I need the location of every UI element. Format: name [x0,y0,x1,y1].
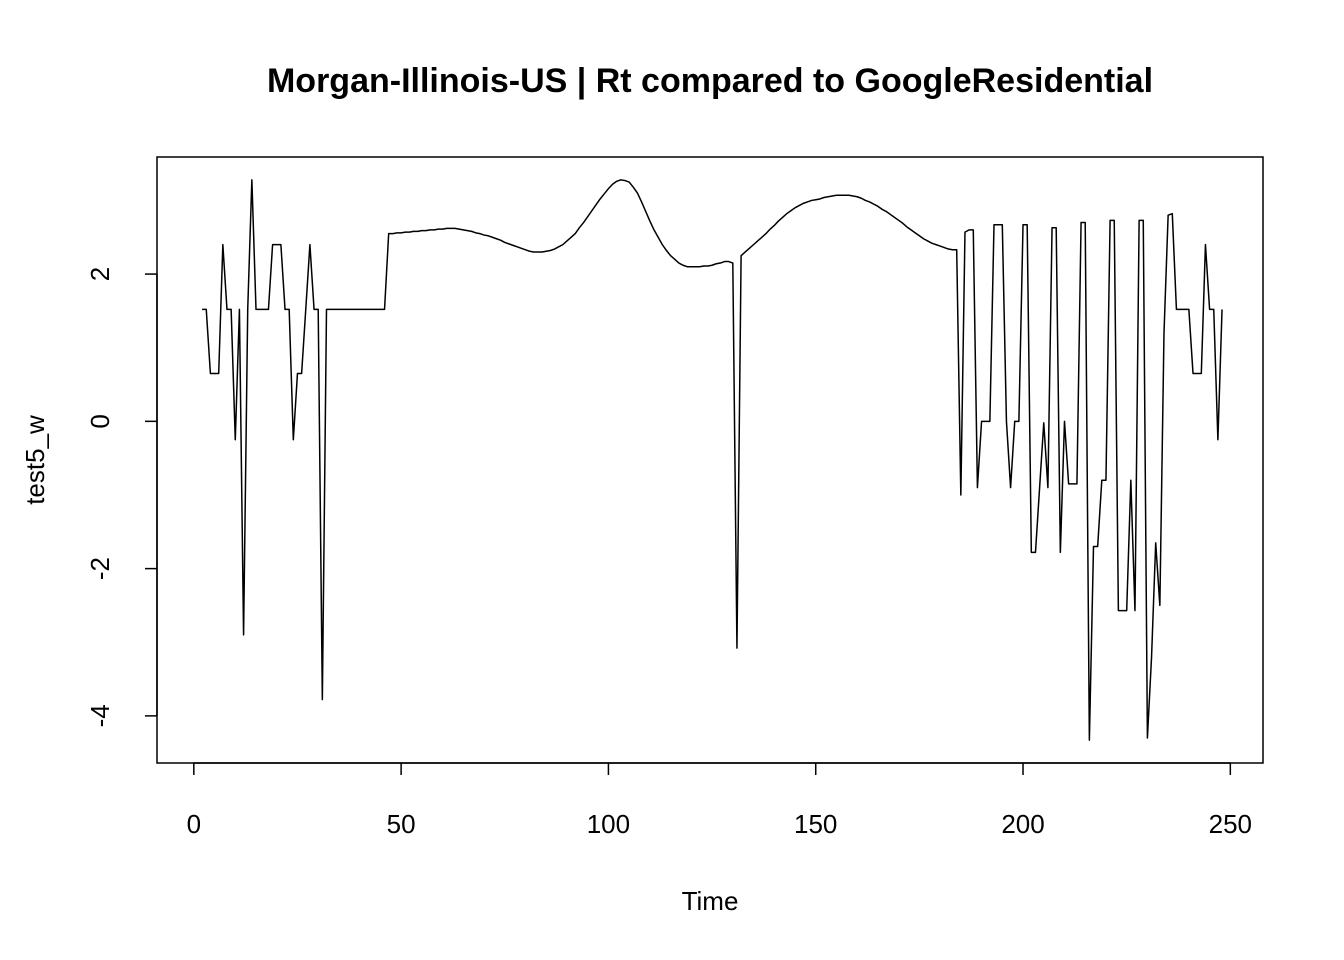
x-axis-label: Time [682,886,739,916]
y-tick-label: -4 [85,704,115,727]
y-tick-label: -2 [85,557,115,580]
line-series [202,179,1223,741]
x-tick-label: 50 [387,809,416,839]
chart-title: Morgan-Illinois-US | Rt compared to Goog… [267,62,1153,100]
x-tick-label: 100 [587,809,630,839]
y-axis-label: test5_w [20,415,50,505]
x-tick-label: 0 [187,809,201,839]
x-tick-label: 250 [1209,809,1252,839]
y-tick-label: 0 [85,414,115,428]
x-tick-label: 150 [794,809,837,839]
x-tick-label: 200 [1001,809,1044,839]
y-tick-label: 2 [85,267,115,281]
